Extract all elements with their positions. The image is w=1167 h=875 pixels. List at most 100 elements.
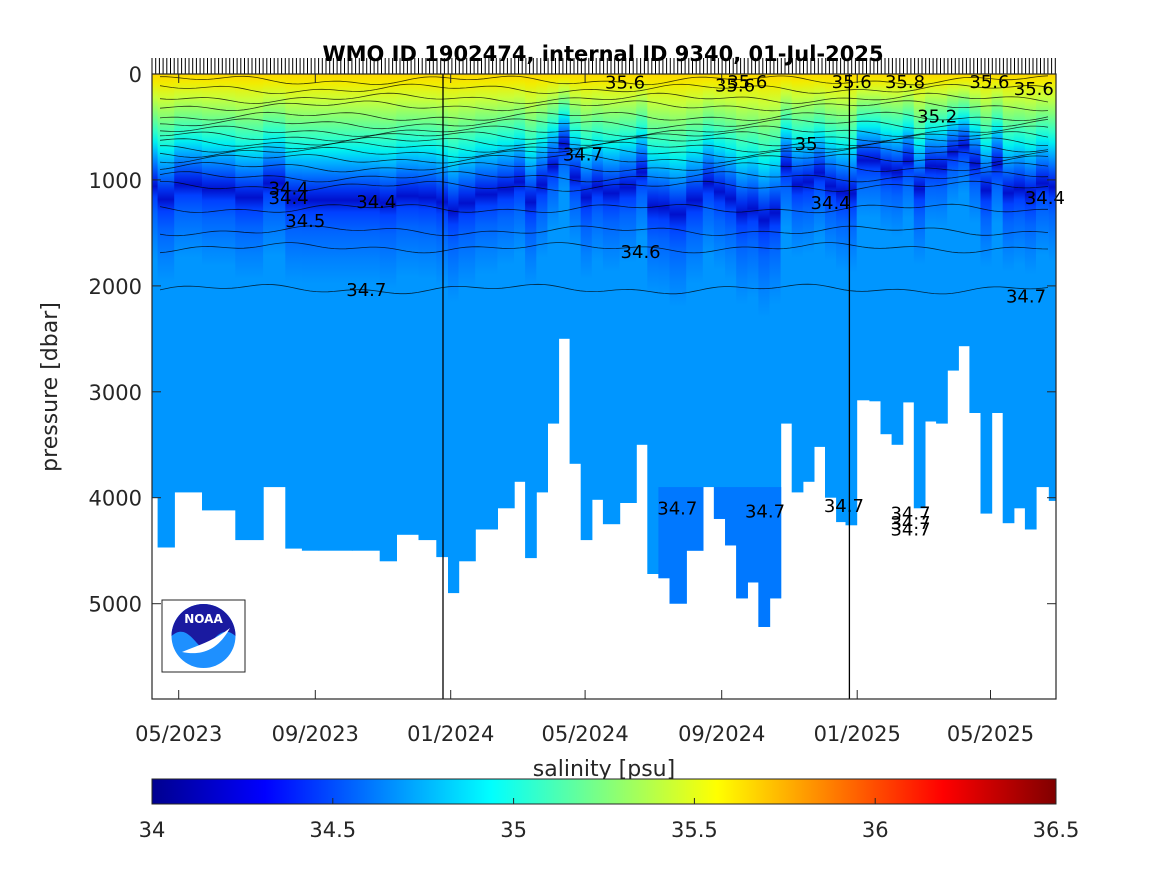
profile-column xyxy=(736,74,748,599)
profile-column xyxy=(747,74,759,583)
profile-column xyxy=(802,74,815,482)
contour-line xyxy=(159,100,1049,112)
profile-column xyxy=(845,74,858,526)
contour-line xyxy=(159,162,1049,173)
axis-tick-marks xyxy=(152,73,1056,699)
contour-label: 35.6 xyxy=(727,72,767,93)
x-tick-label: 05/2023 xyxy=(135,722,222,746)
x-tick-labels: 05/2023 09/2023 01/2024 05/2024 09/2024 01/20… xyxy=(135,722,1034,746)
contour-line xyxy=(159,283,1049,295)
profile-column xyxy=(547,74,560,424)
profile-column xyxy=(514,74,526,482)
colorbar-label: salinity [psu] xyxy=(533,757,675,782)
profile-column xyxy=(536,74,548,493)
profile-column xyxy=(602,74,621,525)
deep-water-column xyxy=(669,487,687,604)
colorbar-tick-label: 34.5 xyxy=(309,818,356,842)
contour-line xyxy=(159,242,1049,254)
profile-column xyxy=(174,74,203,493)
profile-column xyxy=(913,74,926,509)
contour-label: 34.7 xyxy=(890,520,930,541)
profile-column xyxy=(1048,74,1056,501)
profile-column xyxy=(1036,74,1050,488)
profile-column xyxy=(558,74,571,339)
profile-column xyxy=(418,74,437,541)
profile-column xyxy=(958,74,970,347)
profile-column xyxy=(569,74,582,464)
contour-lines xyxy=(159,75,1049,295)
profile-column xyxy=(713,74,726,519)
contour-label: 34.4 xyxy=(269,178,309,199)
contour-label: 34.5 xyxy=(285,211,325,232)
profile-column xyxy=(525,74,537,559)
x-tick-label: 05/2024 xyxy=(541,722,628,746)
contour-label: 35.6 xyxy=(715,76,755,97)
y-tick-labels: 0 1000 2000 3000 4000 5000 xyxy=(89,63,142,617)
contour-label: 35.6 xyxy=(1014,79,1054,100)
profile-column xyxy=(969,74,982,413)
x-tick-label: 09/2024 xyxy=(678,722,765,746)
contour-label: 35.6 xyxy=(832,72,872,93)
contour-label: 34.4 xyxy=(269,188,309,209)
y-tick-label: 3000 xyxy=(89,381,142,405)
contour-line xyxy=(159,225,1049,237)
logo-text: NOAA xyxy=(184,612,223,626)
x-tick-label: 05/2025 xyxy=(947,722,1034,746)
profile-column xyxy=(235,74,264,541)
profile-column xyxy=(669,74,687,604)
profile-column xyxy=(379,74,397,562)
logo-navy-top xyxy=(171,604,236,650)
deep-water-column xyxy=(758,487,771,627)
x-tick-label: 01/2024 xyxy=(407,722,494,746)
y-tick-label: 0 xyxy=(129,63,142,87)
profile-column xyxy=(285,74,303,549)
profile-column xyxy=(658,74,671,579)
profile-column xyxy=(619,74,637,503)
contour-line xyxy=(159,83,1049,95)
contour-label: 34.7 xyxy=(346,280,386,301)
profile-column xyxy=(869,74,882,402)
contour-labels: 35.6 35.635.6 35.6 35.8 35.6 35.635.23534.734… xyxy=(269,72,1065,541)
profile-column xyxy=(936,74,948,424)
deep-water-column xyxy=(736,487,748,599)
contour-label: 34.7 xyxy=(563,145,603,166)
profile-column xyxy=(925,74,937,422)
y-tick-label: 2000 xyxy=(89,275,142,299)
profile-column xyxy=(202,74,236,511)
contour-label: 34.7 xyxy=(890,504,930,525)
deep-water-column xyxy=(713,487,726,519)
contour-label: 34.7 xyxy=(824,496,864,517)
y-tick-label: 1000 xyxy=(89,169,142,193)
profile-column xyxy=(301,74,320,551)
contour-line xyxy=(159,118,1049,130)
profile-column xyxy=(591,74,604,500)
profile-column xyxy=(947,74,959,371)
profile-column xyxy=(686,74,704,551)
profile-column xyxy=(157,74,175,548)
contour-line xyxy=(159,153,1049,164)
colorbar: salinity [psu] 34 34.5 35 35.5 36 36.5 xyxy=(139,757,1080,842)
contour-label: 34.4 xyxy=(356,192,396,213)
profile-column xyxy=(902,74,915,403)
colorbar-ticks: 34 34.5 35 35.5 36 36.5 xyxy=(139,798,1079,842)
contour-line xyxy=(159,111,1049,122)
colorbar-gradient xyxy=(151,778,1057,805)
contour-line xyxy=(160,141,1049,153)
profile-column xyxy=(780,74,793,424)
profile-column xyxy=(825,74,837,498)
deep-water-patch xyxy=(658,487,782,627)
profile-column xyxy=(725,74,737,546)
contour-label: 35.6 xyxy=(605,73,645,94)
profile-column xyxy=(580,74,593,541)
deep-water-column xyxy=(658,487,671,579)
deep-water-column xyxy=(686,487,704,551)
x-tick-label: 09/2023 xyxy=(272,722,359,746)
profile-column xyxy=(813,74,826,447)
contour-line xyxy=(159,203,1048,214)
profile-column xyxy=(351,74,381,551)
profile-column xyxy=(1002,74,1015,524)
contour-label: 35.8 xyxy=(885,72,925,93)
colorbar-tick-label: 35.5 xyxy=(671,818,718,842)
contour-label: 34.4 xyxy=(811,193,851,214)
contour-label: 35 xyxy=(795,134,818,155)
